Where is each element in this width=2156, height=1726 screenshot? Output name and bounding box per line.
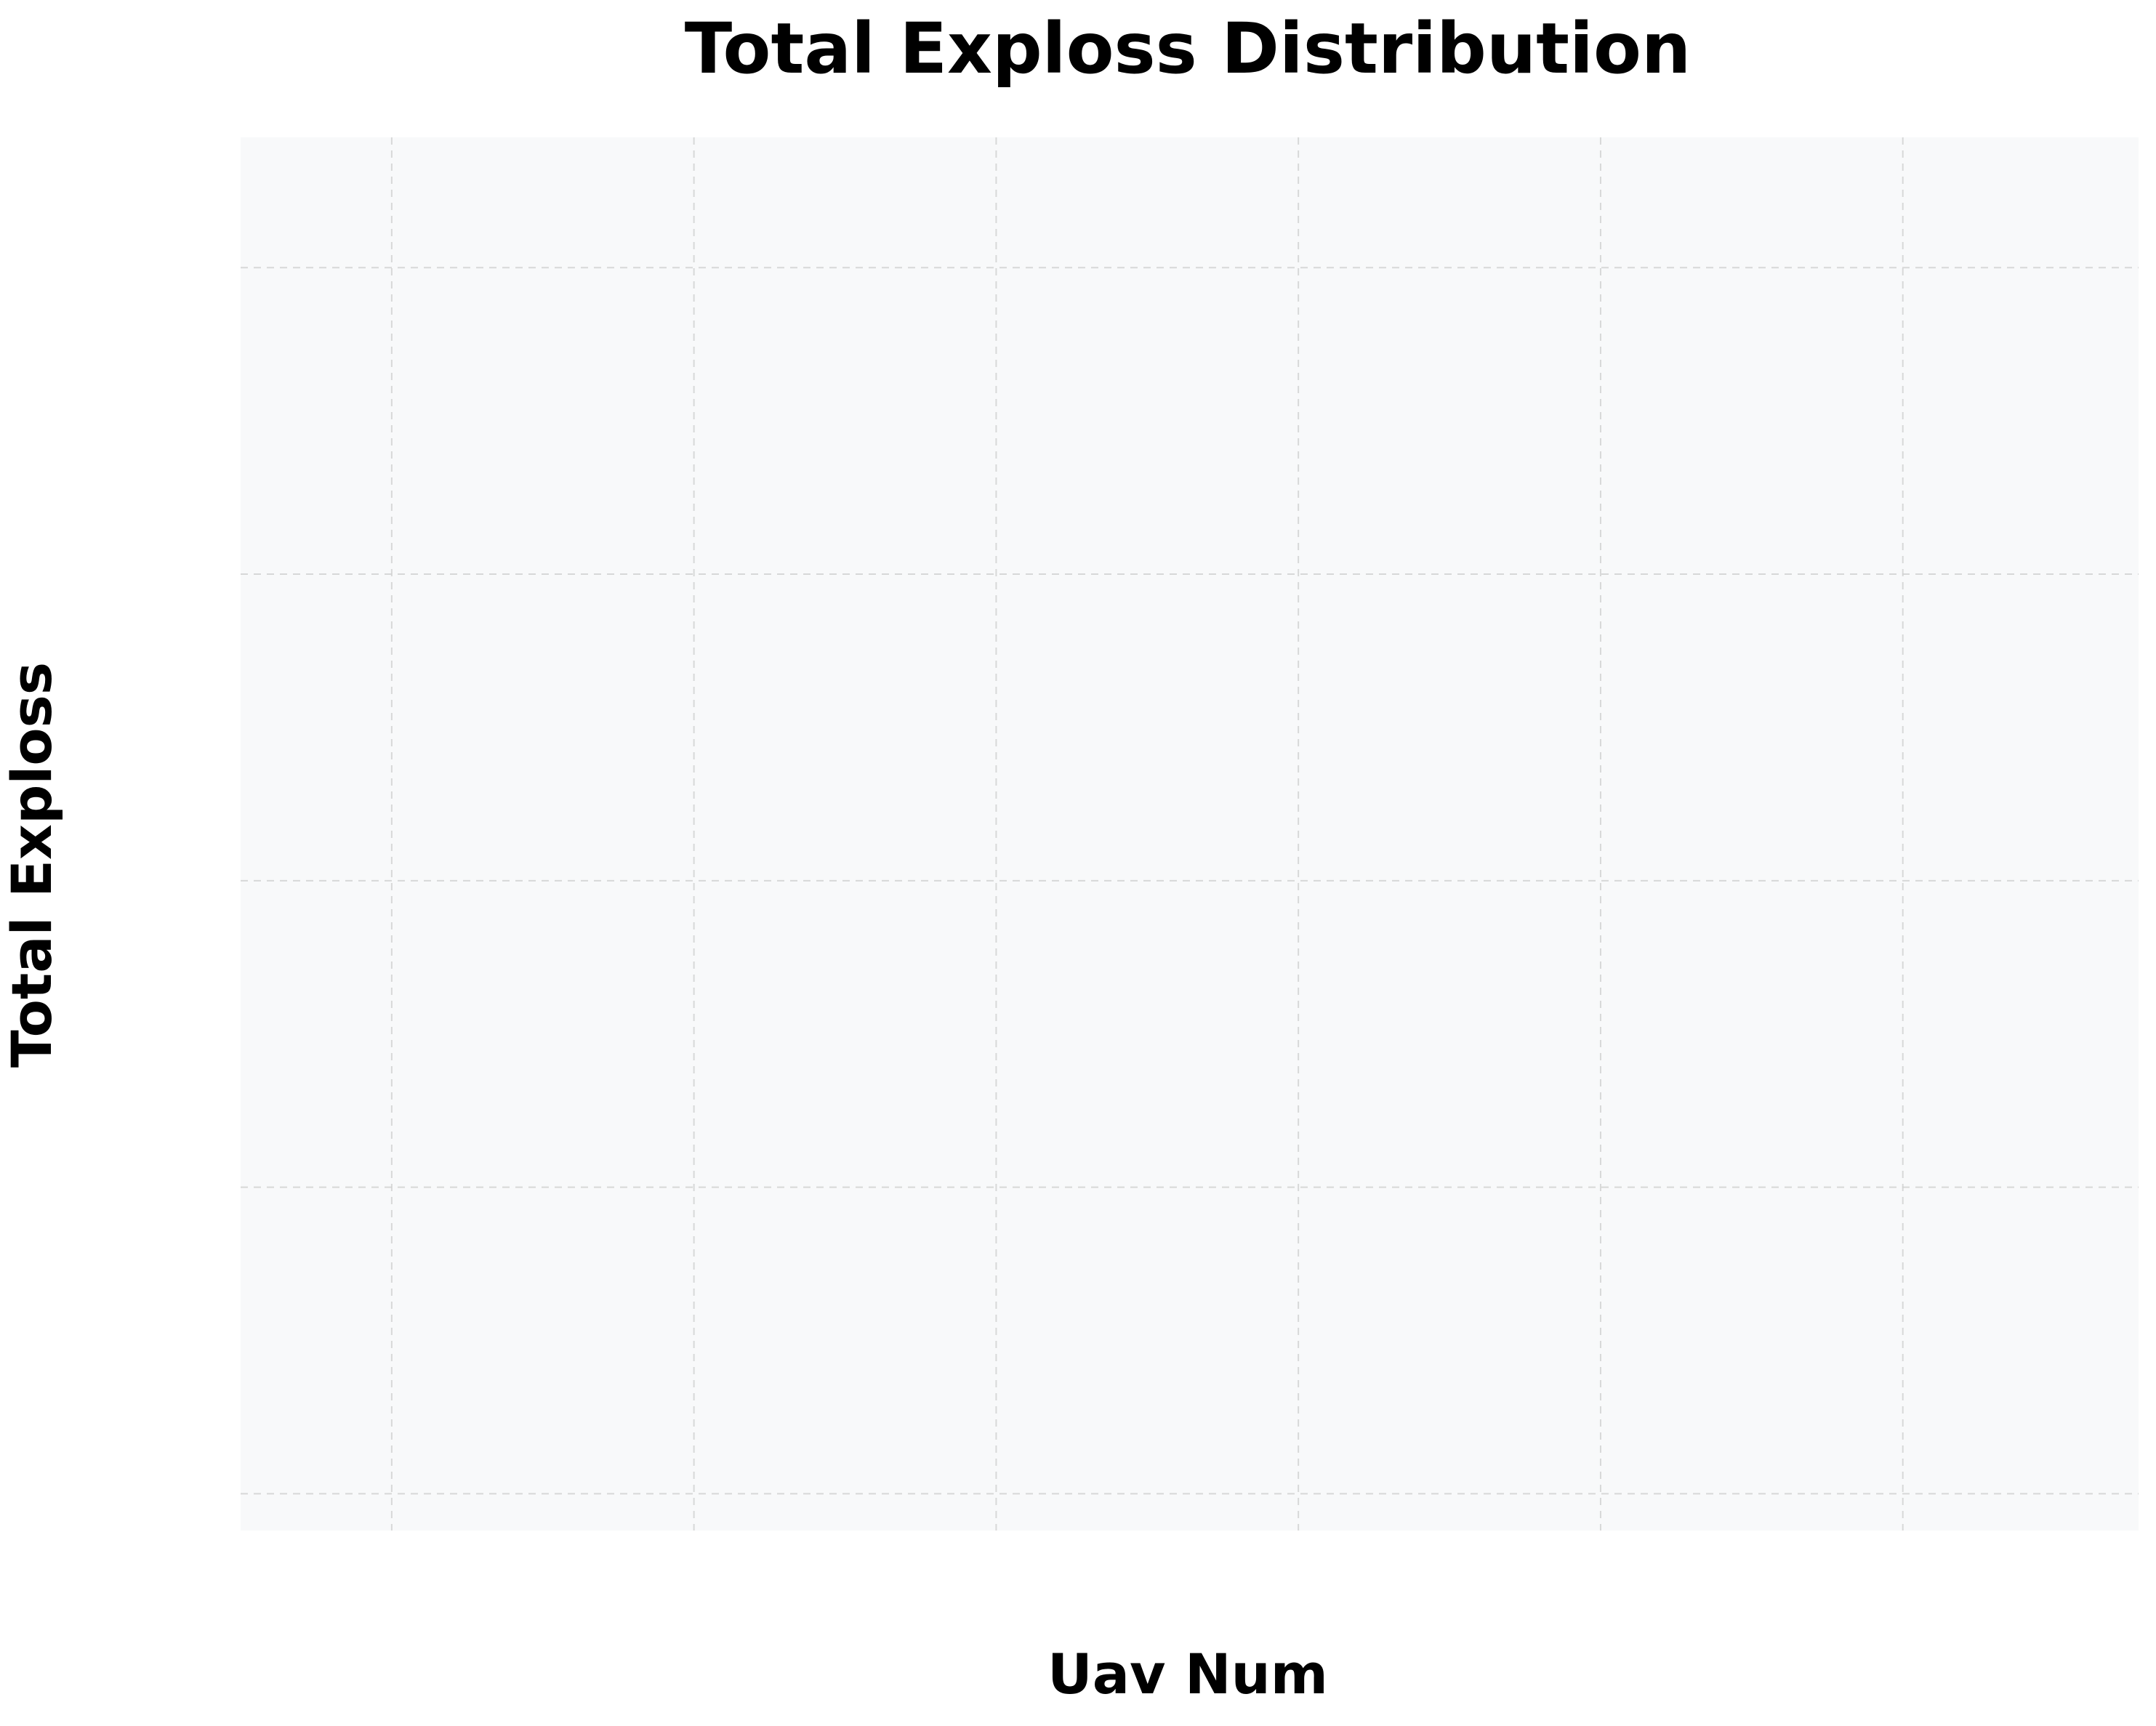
chart-title: Total Exploss Distribution [685, 8, 1692, 89]
x-axis-label: Uav Num [1047, 1642, 1328, 1706]
plot-area [241, 137, 2139, 1531]
y-axis-label: Total Exploss [0, 662, 64, 1068]
